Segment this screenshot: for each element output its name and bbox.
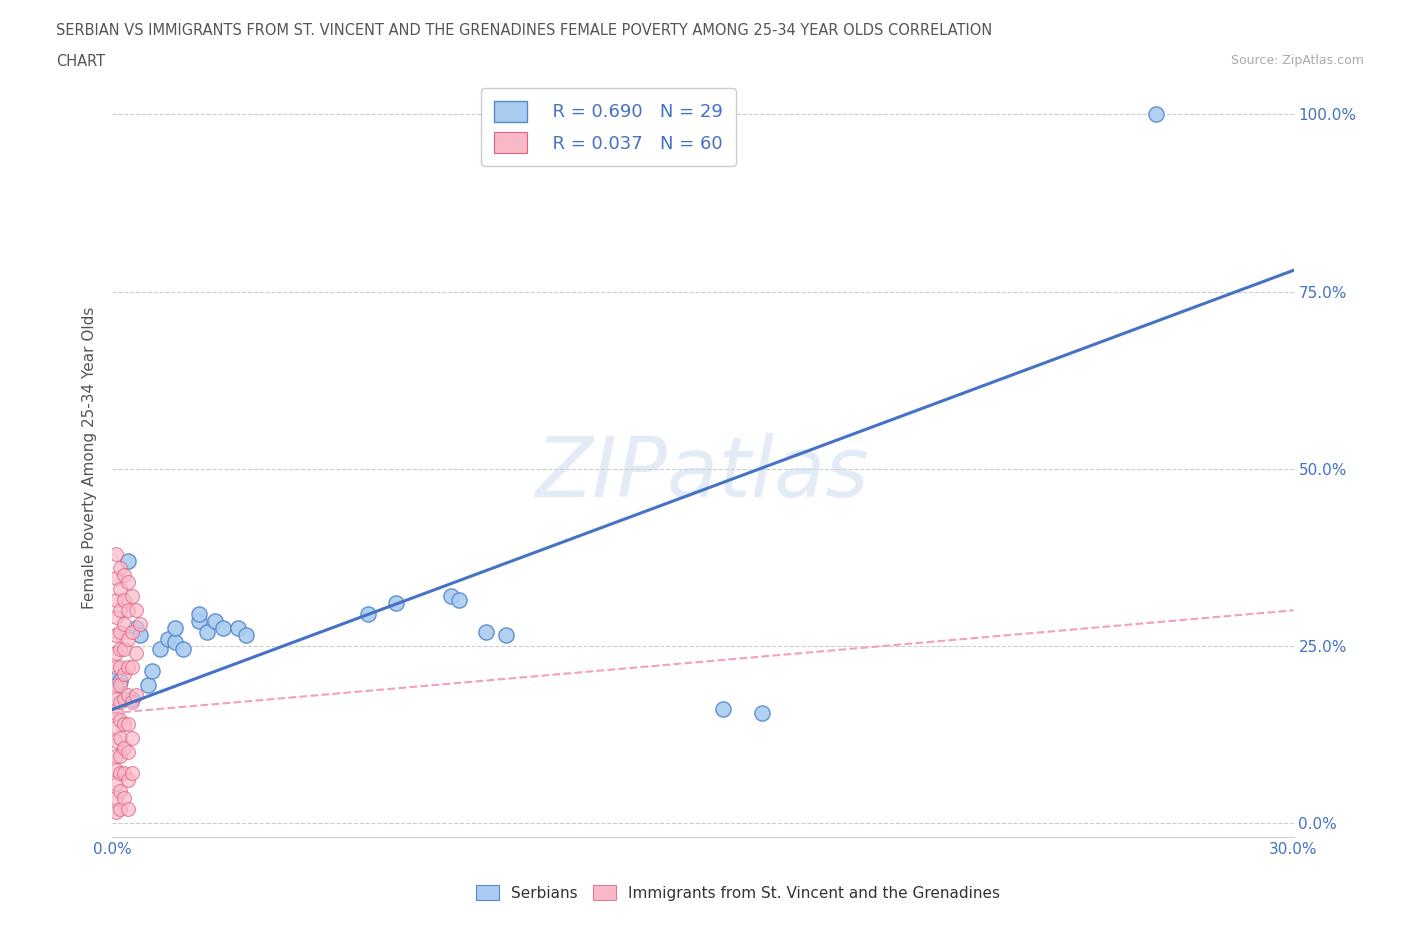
Text: SERBIAN VS IMMIGRANTS FROM ST. VINCENT AND THE GRENADINES FEMALE POVERTY AMONG 2: SERBIAN VS IMMIGRANTS FROM ST. VINCENT A… [56, 23, 993, 38]
Point [112, 617, 135, 631]
Text: Source: ZipAtlas.com: Source: ZipAtlas.com [1230, 54, 1364, 67]
Point [125, 688, 148, 703]
Point [188, 606, 211, 621]
Point [228, 620, 250, 635]
Point [105, 628, 128, 643]
Point [105, 763, 128, 777]
Point [125, 620, 148, 635]
Point [165, 620, 187, 635]
Point [121, 659, 143, 674]
Point [112, 741, 135, 756]
Point [125, 603, 148, 618]
Point [447, 592, 470, 607]
Point [495, 628, 517, 643]
Point [149, 642, 172, 657]
Point [121, 624, 143, 639]
Point [711, 702, 734, 717]
Point [110, 624, 132, 639]
Text: CHART: CHART [56, 54, 105, 69]
Point [105, 645, 128, 660]
Point [110, 695, 132, 710]
Point [112, 790, 135, 805]
Point [117, 603, 139, 618]
Point [121, 730, 143, 745]
Point [105, 734, 128, 749]
Point [440, 589, 463, 604]
Point [105, 804, 128, 819]
Point [105, 677, 128, 692]
Point [105, 748, 128, 763]
Point [105, 691, 128, 706]
Point [1144, 107, 1167, 122]
Point [110, 712, 132, 727]
Point [110, 642, 132, 657]
Point [475, 624, 498, 639]
Point [211, 620, 233, 635]
Point [105, 610, 128, 625]
Point [112, 691, 135, 706]
Point [117, 575, 139, 590]
Point [117, 745, 139, 760]
Point [235, 628, 257, 643]
Point [105, 777, 128, 791]
Point [117, 659, 139, 674]
Point [110, 783, 132, 798]
Point [117, 802, 139, 817]
Point [105, 671, 128, 685]
Legend:   R = 0.690   N = 29,   R = 0.037   N = 60: R = 0.690 N = 29, R = 0.037 N = 60 [481, 88, 735, 166]
Point [129, 617, 152, 631]
Point [195, 624, 218, 639]
Point [357, 606, 380, 621]
Point [165, 635, 187, 650]
Point [172, 642, 194, 657]
Point [110, 765, 132, 780]
Point [105, 592, 128, 607]
Point [751, 706, 773, 721]
Point [129, 628, 152, 643]
Point [105, 720, 128, 735]
Point [110, 581, 132, 596]
Point [110, 730, 132, 745]
Point [110, 659, 132, 674]
Point [110, 677, 132, 692]
Point [110, 748, 132, 763]
Point [105, 790, 128, 805]
Point [112, 642, 135, 657]
Point [117, 553, 139, 568]
Point [105, 546, 128, 561]
Point [117, 688, 139, 703]
Point [141, 663, 163, 678]
Point [156, 631, 179, 646]
Point [112, 567, 135, 582]
Point [105, 571, 128, 586]
Point [204, 614, 226, 629]
Legend: Serbians, Immigrants from St. Vincent and the Grenadines: Serbians, Immigrants from St. Vincent an… [468, 877, 1008, 909]
Point [385, 596, 408, 611]
Point [110, 603, 132, 618]
Point [110, 802, 132, 817]
Point [136, 677, 159, 692]
Point [105, 706, 128, 721]
Point [117, 631, 139, 646]
Point [105, 659, 128, 674]
Point [112, 592, 135, 607]
Point [117, 773, 139, 788]
Point [110, 673, 132, 688]
Y-axis label: Female Poverty Among 25-34 Year Olds: Female Poverty Among 25-34 Year Olds [82, 307, 97, 609]
Point [121, 589, 143, 604]
Point [121, 691, 143, 706]
Point [112, 716, 135, 731]
Point [112, 667, 135, 682]
Point [110, 561, 132, 576]
Text: ZIPatlas: ZIPatlas [536, 432, 870, 513]
Point [112, 765, 135, 780]
Point [121, 765, 143, 780]
Point [188, 614, 211, 629]
Point [117, 716, 139, 731]
Point [121, 695, 143, 710]
Point [125, 645, 148, 660]
